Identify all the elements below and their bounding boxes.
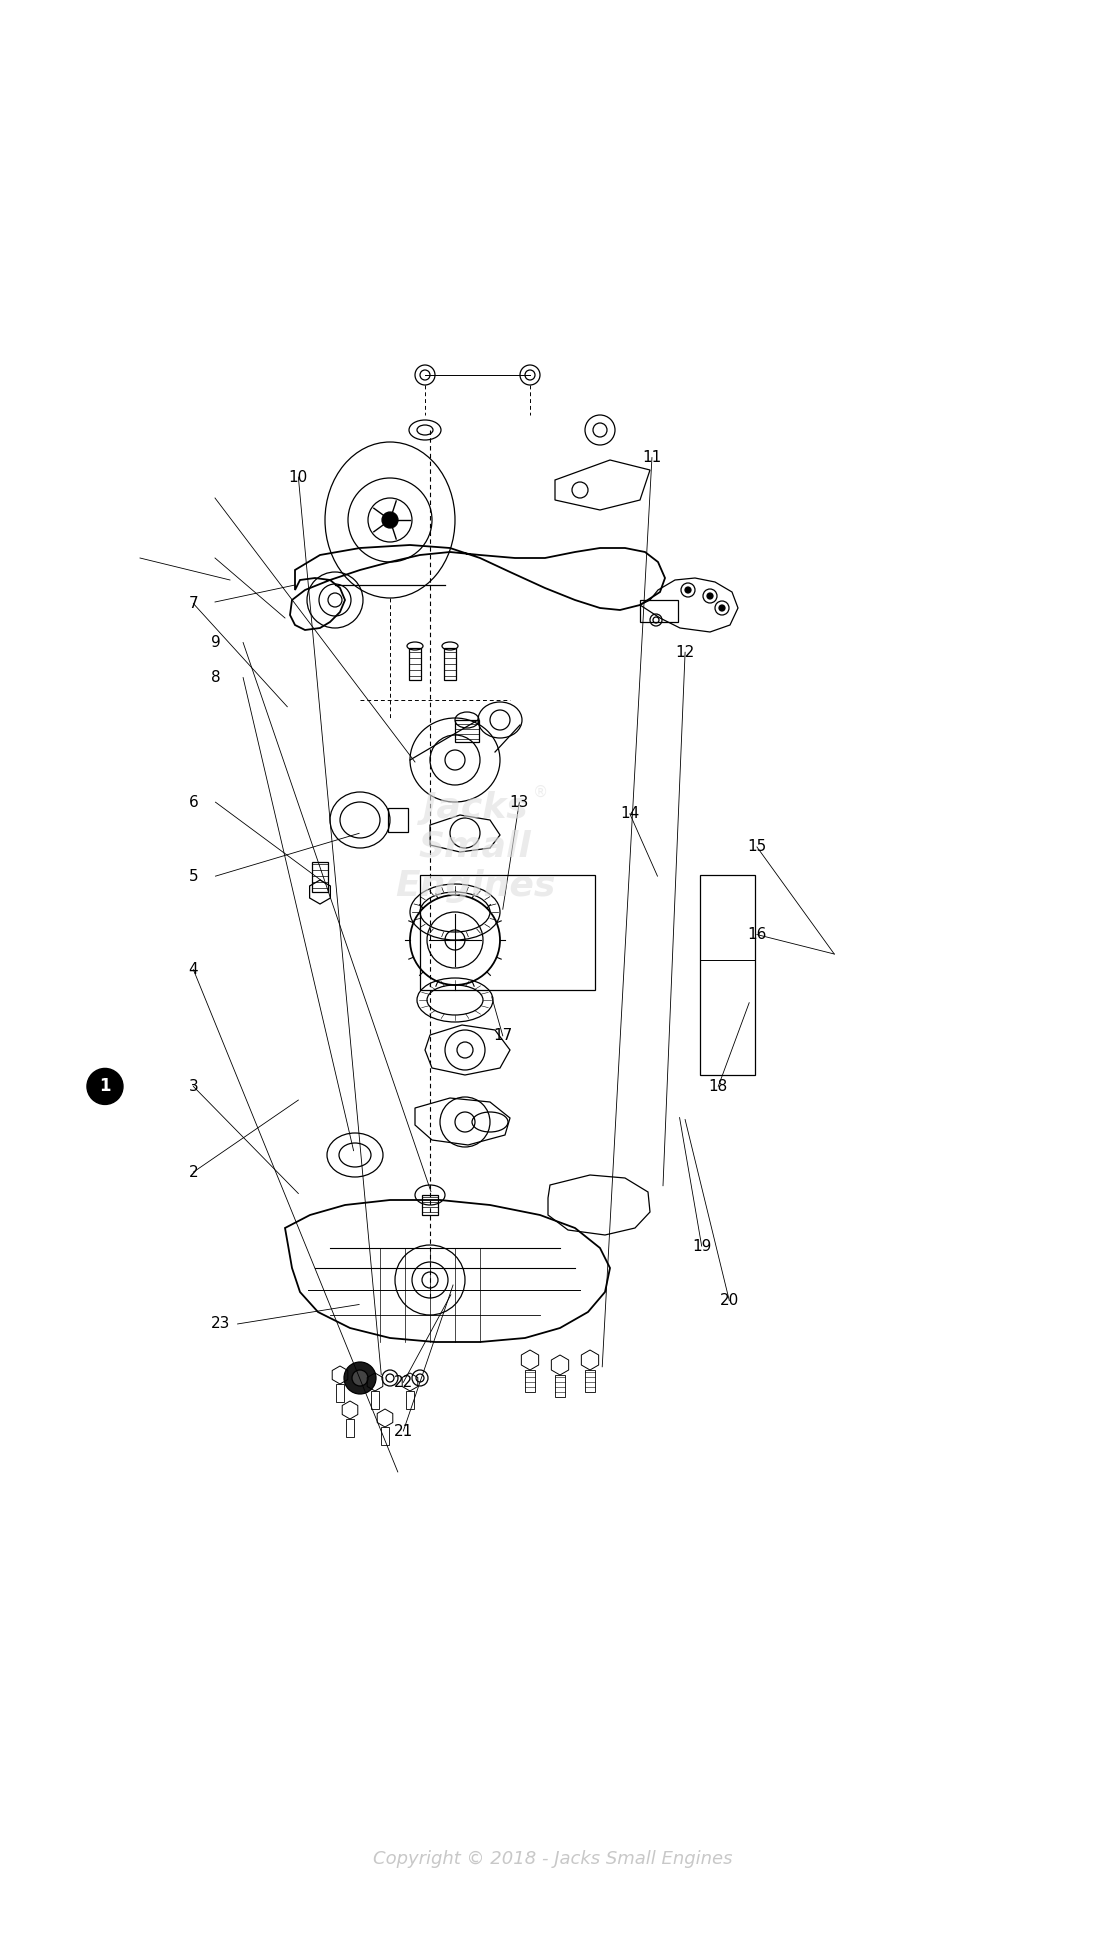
- Bar: [422, 1195, 438, 1215]
- Text: 2: 2: [189, 1164, 198, 1180]
- Text: 20: 20: [719, 1293, 739, 1308]
- Text: 22: 22: [393, 1375, 413, 1390]
- Text: 10: 10: [288, 469, 308, 485]
- Bar: [336, 1384, 344, 1402]
- Bar: [409, 648, 421, 680]
- Bar: [346, 1419, 354, 1437]
- Bar: [406, 1390, 414, 1410]
- Text: ®: ®: [533, 785, 548, 800]
- Text: 13: 13: [509, 794, 529, 810]
- Text: 19: 19: [692, 1238, 712, 1254]
- Bar: [640, 600, 678, 621]
- Text: 23: 23: [211, 1316, 231, 1332]
- Circle shape: [87, 1069, 123, 1104]
- Text: 1: 1: [99, 1077, 111, 1096]
- Bar: [381, 1427, 389, 1445]
- Circle shape: [719, 606, 725, 611]
- Text: 17: 17: [493, 1028, 513, 1044]
- Text: 21: 21: [393, 1423, 413, 1439]
- Text: 9: 9: [211, 635, 220, 650]
- Circle shape: [685, 586, 691, 594]
- Text: 7: 7: [189, 596, 198, 611]
- Circle shape: [382, 512, 398, 528]
- Circle shape: [707, 594, 713, 600]
- Bar: [525, 1371, 535, 1392]
- Text: 16: 16: [747, 927, 767, 942]
- Circle shape: [352, 1371, 368, 1386]
- Text: 6: 6: [189, 794, 198, 810]
- Text: 3: 3: [189, 1079, 198, 1094]
- Text: 8: 8: [211, 670, 220, 685]
- Text: 15: 15: [747, 839, 767, 855]
- Bar: [371, 1390, 379, 1410]
- Text: Copyright © 2018 - Jacks Small Engines: Copyright © 2018 - Jacks Small Engines: [372, 1850, 733, 1869]
- Bar: [420, 874, 594, 989]
- Text: 18: 18: [708, 1079, 728, 1094]
- Bar: [444, 648, 456, 680]
- Text: 4: 4: [189, 962, 198, 977]
- Text: Jacks
Small
Engines: Jacks Small Engines: [394, 790, 556, 903]
- Bar: [585, 1371, 594, 1392]
- Bar: [455, 720, 478, 742]
- Text: 11: 11: [642, 450, 662, 465]
- Bar: [312, 863, 328, 892]
- Bar: [699, 874, 755, 1075]
- Circle shape: [344, 1363, 376, 1394]
- Text: 12: 12: [675, 644, 695, 660]
- Text: 5: 5: [189, 868, 198, 884]
- Bar: [555, 1375, 565, 1398]
- Bar: [388, 808, 408, 831]
- Text: 14: 14: [620, 806, 640, 822]
